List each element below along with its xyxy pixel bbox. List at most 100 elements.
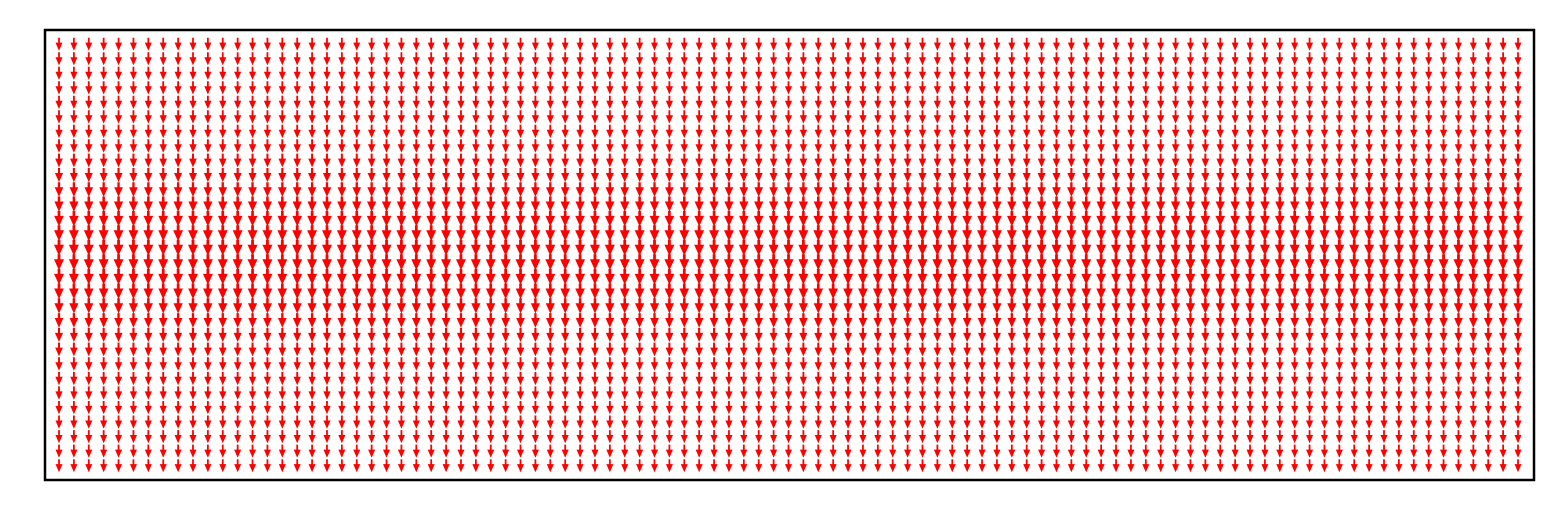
- quiver-arrow: [1186, 110, 1195, 124]
- quiver-arrow: [85, 95, 93, 110]
- quiver-arrow: [129, 327, 138, 342]
- quiver-arrow: [1156, 327, 1165, 342]
- quiver-arrow: [1140, 225, 1151, 242]
- quiver-arrow: [649, 254, 660, 271]
- quiver-arrow: [1334, 225, 1345, 242]
- quiver-arrow: [754, 327, 763, 342]
- quiver-arrow: [858, 210, 868, 227]
- quiver-arrow: [54, 313, 64, 328]
- quiver-arrow: [621, 66, 629, 80]
- quiver-arrow: [517, 37, 525, 51]
- quiver-arrow: [144, 110, 152, 124]
- quiver-arrow: [977, 182, 987, 197]
- quiver-arrow: [487, 357, 495, 371]
- quiver-arrow: [1231, 37, 1239, 51]
- quiver-arrow: [1082, 153, 1091, 168]
- quiver-arrow: [1379, 239, 1390, 256]
- quiver-arrow: [889, 400, 897, 415]
- quiver-arrow: [70, 153, 78, 168]
- quiver-arrow: [1171, 357, 1180, 371]
- quiver-arrow: [1141, 182, 1151, 197]
- quiver-arrow: [1349, 196, 1359, 212]
- quiver-arrow: [978, 430, 986, 444]
- quiver-arrow: [308, 415, 316, 429]
- quiver-arrow: [70, 52, 78, 66]
- quiver-arrow: [1261, 139, 1269, 153]
- quiver-arrow: [1023, 357, 1031, 371]
- quiver-arrow: [977, 225, 987, 242]
- quiver-arrow: [1498, 196, 1508, 212]
- quiver-arrow: [173, 210, 183, 227]
- quiver-arrow: [621, 52, 629, 66]
- quiver-arrow: [1319, 196, 1330, 212]
- quiver-arrow: [799, 415, 807, 429]
- quiver-arrow: [1097, 415, 1105, 429]
- quiver-arrow: [351, 210, 362, 227]
- quiver-arrow: [412, 357, 421, 371]
- quiver-arrow: [798, 239, 809, 256]
- quiver-arrow: [1127, 124, 1135, 139]
- quiver-arrow: [1380, 95, 1388, 110]
- quiver-arrow: [1111, 327, 1121, 342]
- quiver-arrow: [129, 357, 138, 371]
- quiver-arrow: [962, 268, 973, 285]
- quiver-arrow: [903, 124, 912, 139]
- quiver-arrow: [768, 268, 779, 285]
- quiver-arrow: [143, 210, 154, 227]
- quiver-arrow: [293, 327, 302, 342]
- quiver-arrow: [859, 139, 867, 153]
- quiver-arrow: [277, 196, 287, 212]
- quiver-arrow: [1275, 182, 1285, 197]
- quiver-arrow: [144, 66, 152, 80]
- quiver-arrow: [427, 444, 435, 458]
- quiver-arrow: [1127, 342, 1135, 357]
- quiver-arrow: [829, 415, 837, 429]
- quiver-arrow: [1156, 139, 1165, 153]
- quiver-arrow: [740, 37, 748, 51]
- quiver-arrow: [441, 182, 451, 197]
- quiver-arrow: [1185, 283, 1196, 300]
- quiver-arrow: [1142, 66, 1150, 80]
- quiver-arrow: [412, 37, 420, 51]
- quiver-arrow: [1365, 153, 1373, 168]
- quiver-arrow: [1246, 371, 1254, 386]
- quiver-arrow: [1201, 110, 1209, 124]
- quiver-arrow: [1067, 444, 1075, 458]
- quiver-arrow: [993, 444, 1001, 458]
- quiver-arrow: [1142, 110, 1150, 124]
- quiver-arrow: [1216, 371, 1224, 386]
- quiver-arrow: [828, 182, 838, 197]
- quiver-arrow: [457, 430, 465, 444]
- quiver-arrow: [501, 298, 511, 314]
- quiver-arrow: [783, 298, 794, 314]
- quiver-arrow: [620, 168, 629, 183]
- quiver-arrow: [368, 81, 376, 95]
- quiver-arrow: [442, 168, 451, 183]
- quiver-arrow: [695, 400, 703, 415]
- quiver-arrow: [174, 66, 182, 80]
- quiver-arrow: [1082, 386, 1090, 400]
- quiver-arrow: [858, 298, 868, 314]
- quiver-arrow: [99, 182, 108, 197]
- quiver-arrow: [1245, 327, 1255, 342]
- quiver-arrow: [709, 298, 719, 314]
- quiver-arrow: [783, 225, 794, 242]
- quiver-arrow: [263, 66, 271, 80]
- quiver-arrow: [486, 182, 496, 197]
- quiver-arrow: [1349, 298, 1359, 314]
- quiver-arrow: [531, 459, 539, 473]
- quiver-arrow: [1140, 254, 1151, 271]
- quiver-arrow: [487, 386, 495, 400]
- quiver-arrow: [1453, 254, 1464, 271]
- quiver-arrow: [680, 153, 689, 168]
- quiver-arrow: [977, 210, 987, 227]
- quiver-arrow: [947, 254, 958, 271]
- quiver-arrow: [174, 153, 182, 168]
- quiver-arrow: [768, 254, 779, 271]
- quiver-arrow: [1170, 298, 1181, 314]
- quiver-arrow: [621, 357, 629, 371]
- quiver-arrow: [1305, 371, 1314, 386]
- quiver-arrow: [322, 313, 332, 328]
- quiver-arrow: [323, 153, 331, 168]
- quiver-arrow: [1320, 95, 1329, 110]
